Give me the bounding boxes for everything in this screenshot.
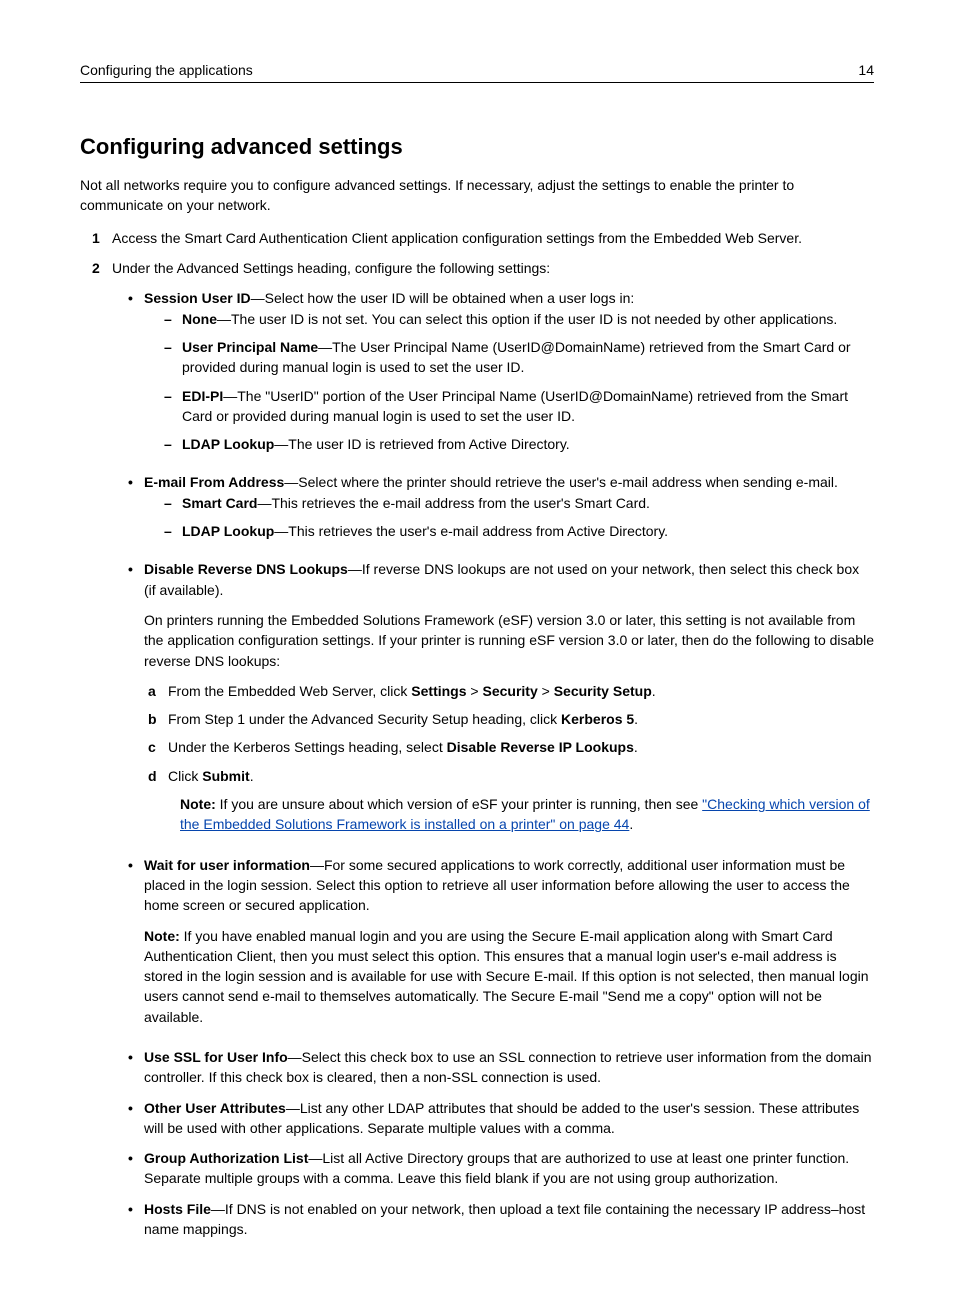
setting-hosts-file: • Hosts File—If DNS is not enabled on yo…: [128, 1199, 874, 1240]
step-2: 2 Under the Advanced Settings heading, c…: [92, 258, 874, 278]
dns-note: Note: If you are unsure about which vers…: [180, 794, 874, 835]
step-text: Access the Smart Card Authentication Cli…: [112, 228, 874, 248]
section-title: Configuring advanced settings: [80, 131, 874, 163]
desc: —Select how the user ID will be obtained…: [251, 290, 635, 306]
header-page-number: 14: [858, 60, 874, 80]
opt-ldap: –LDAP Lookup—The user ID is retrieved fr…: [164, 434, 874, 454]
step-number: 1: [92, 228, 112, 248]
substep-c: cUnder the Kerberos Settings heading, se…: [148, 737, 874, 757]
email-options: –Smart Card—This retrieves the e-mail ad…: [164, 493, 874, 542]
setting-other-attr: • Other User Attributes—List any other L…: [128, 1098, 874, 1139]
setting-use-ssl: • Use SSL for User Info—Select this chec…: [128, 1047, 874, 1088]
disable-dns-para: On printers running the Embedded Solutio…: [144, 610, 874, 671]
dns-substeps: aFrom the Embedded Web Server, click Set…: [148, 681, 874, 786]
step-1: 1 Access the Smart Card Authentication C…: [92, 228, 874, 248]
numbered-list: 1 Access the Smart Card Authentication C…: [92, 228, 874, 1240]
opt-ldap: –LDAP Lookup—This retrieves the user's e…: [164, 521, 874, 541]
opt-none: –None—The user ID is not set. You can se…: [164, 309, 874, 329]
intro-paragraph: Not all networks require you to configur…: [80, 175, 874, 216]
setting-group-auth: • Group Authorization List—List all Acti…: [128, 1148, 874, 1189]
session-options: –None—The user ID is not set. You can se…: [164, 309, 874, 455]
term: Session User ID: [144, 290, 251, 306]
substep-d: dClick Submit.: [148, 766, 874, 786]
opt-smartcard: –Smart Card—This retrieves the e-mail ad…: [164, 493, 874, 513]
step-text: Under the Advanced Settings heading, con…: [112, 258, 874, 278]
wait-user-note: Note: If you have enabled manual login a…: [144, 926, 874, 1027]
opt-upn: –User Principal Name—The User Principal …: [164, 337, 874, 378]
page-header: Configuring the applications 14: [80, 60, 874, 83]
substep-b: bFrom Step 1 under the Advanced Security…: [148, 709, 874, 729]
setting-wait-user: • Wait for user information—For some sec…: [128, 855, 874, 1037]
setting-session-user-id: • Session User ID—Select how the user ID…: [128, 288, 874, 462]
header-left: Configuring the applications: [80, 60, 253, 80]
substep-a: aFrom the Embedded Web Server, click Set…: [148, 681, 874, 701]
settings-list: • Session User ID—Select how the user ID…: [128, 288, 874, 1239]
setting-email-from: • E-mail From Address—Select where the p…: [128, 472, 874, 549]
opt-edi: –EDI-PI—The "UserID" portion of the User…: [164, 386, 874, 427]
setting-disable-dns: • Disable Reverse DNS Lookups—If reverse…: [128, 559, 874, 844]
step-number: 2: [92, 258, 112, 278]
